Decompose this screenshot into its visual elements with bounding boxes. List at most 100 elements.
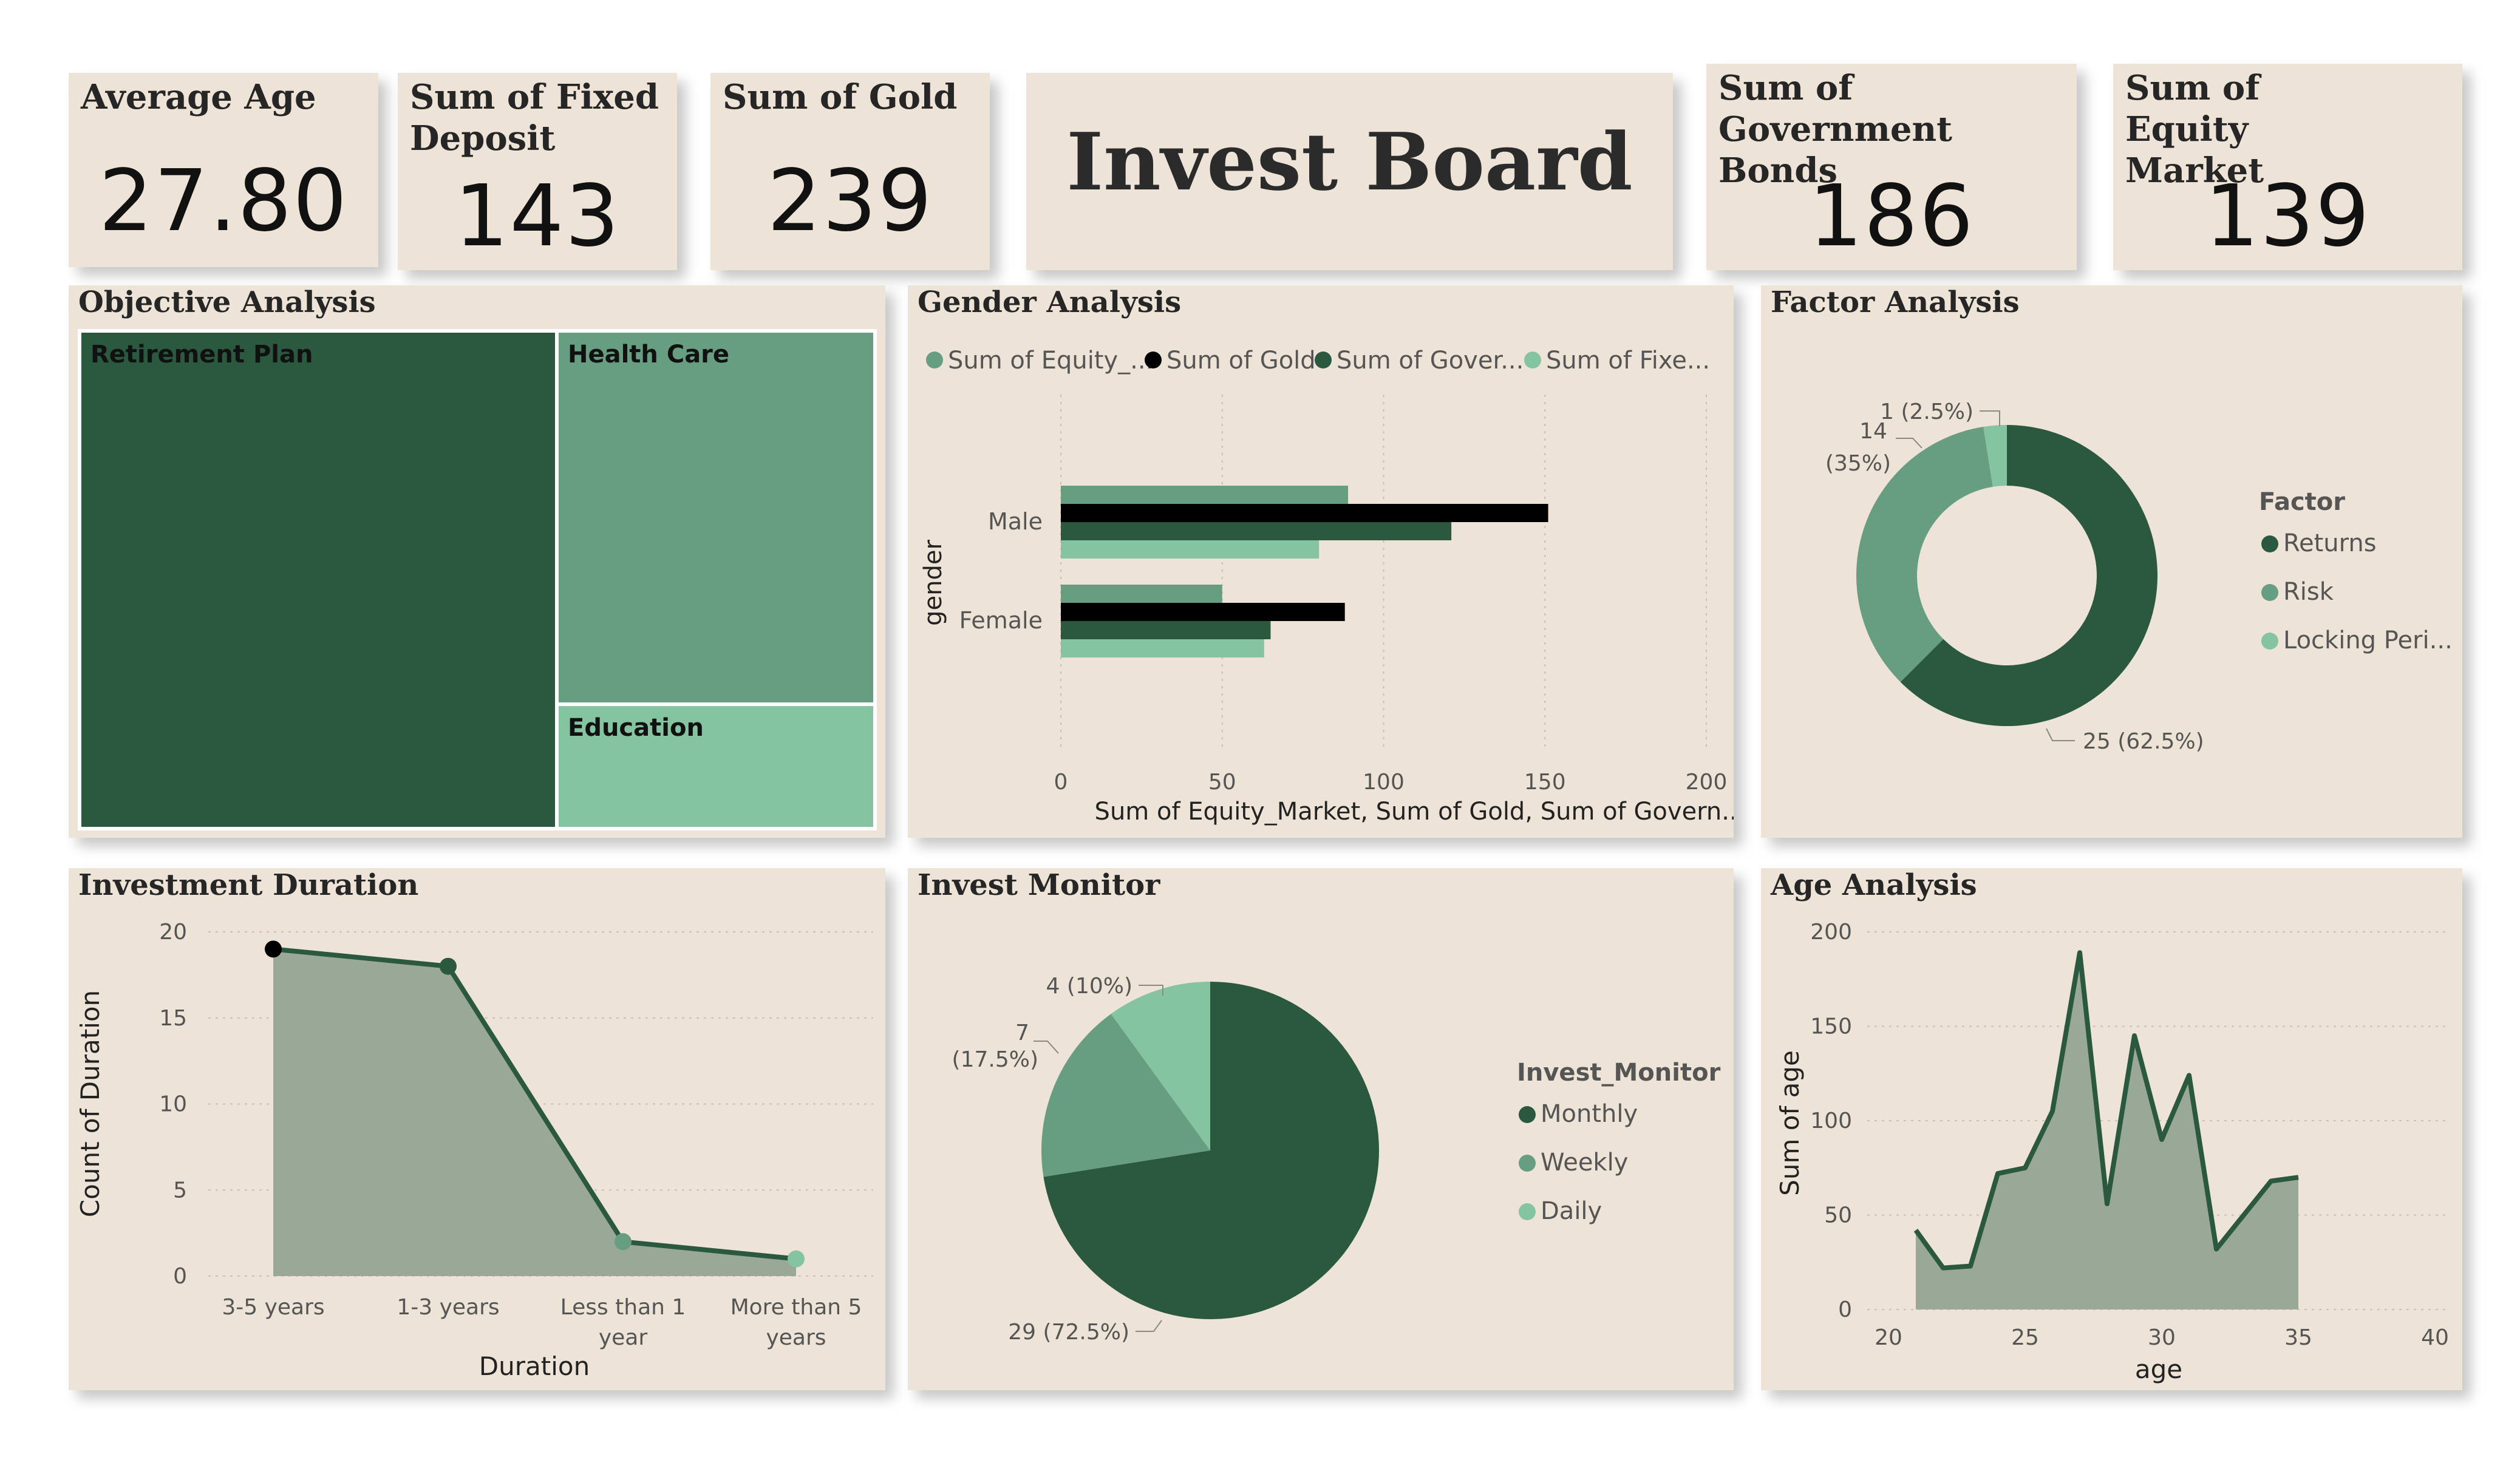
legend-label: Locking Peri... — [2283, 627, 2453, 654]
objective-analysis-panel: Objective Analysis Retirement Plan Health… — [69, 285, 885, 838]
y-axis-title: Count of Duration — [75, 990, 105, 1217]
factor-donut-chart: 25 (62.5%) 14 (35%) 1 (2.5%) Factor Returns Ri… — [1825, 399, 2453, 754]
kpi-card-fixed-deposit: Sum of Fixed Deposit 143 — [398, 73, 677, 270]
leader-line — [1136, 1320, 1162, 1332]
legend-title: Factor — [2259, 488, 2345, 516]
series-line — [1913, 950, 2299, 1271]
x-tick-label: 150 — [1524, 770, 1566, 795]
gender-analysis-panel: Gender Analysis Sum of Equity_... Sum of … — [908, 285, 1734, 838]
panel-title: Invest Monitor — [918, 868, 1160, 902]
legend-label: Monthly — [1541, 1100, 1638, 1128]
legend-marker — [926, 352, 943, 368]
data-point — [265, 940, 282, 958]
x-tick-label: 20 — [1875, 1325, 1902, 1350]
y-tick-label: 0 — [173, 1264, 187, 1289]
panel-title: Age Analysis — [1771, 868, 1977, 902]
data-label: 29 (72.5%) — [1008, 1320, 1129, 1345]
invest-monitor-panel: Invest Monitor 29 (72.5%) 7 (17.5%) 4 (10%)… — [908, 868, 1734, 1390]
bar — [1061, 639, 1264, 657]
leader-line — [2046, 728, 2075, 741]
gender-bar-chart: Sum of Equity_... Sum of Gold Sum of Gover… — [919, 347, 1734, 826]
legend-marker — [1519, 1203, 1536, 1220]
y-tick-label: 10 — [159, 1092, 187, 1117]
legend-marker — [1519, 1155, 1536, 1172]
kpi-label: Sum of Government Bonds — [1718, 68, 1953, 191]
legend-label: Risk — [2283, 578, 2334, 606]
y-tick-label: 15 — [159, 1006, 187, 1031]
data-point — [615, 1233, 632, 1251]
kpi-label: Sum of Gold — [723, 77, 958, 117]
y-tick-label: 0 — [1838, 1297, 1852, 1322]
x-tick-label: 100 — [1363, 770, 1405, 795]
x-axis-title: age — [2135, 1354, 2182, 1384]
legend-marker — [2261, 633, 2278, 650]
y-tick-label: 50 — [1824, 1203, 1852, 1228]
area-fill — [273, 949, 796, 1276]
treemap-tile — [78, 329, 559, 830]
data-label: (35%) — [1825, 451, 1891, 476]
y-tick-label: Male — [988, 508, 1043, 535]
bar — [1061, 486, 1349, 504]
x-tick-label: 3-5 years — [222, 1295, 324, 1320]
bar — [1061, 603, 1345, 621]
leader-line — [1980, 410, 2000, 426]
data-label: 14 — [1859, 419, 1887, 444]
panel-title: Objective Analysis — [78, 285, 376, 319]
panel-title: Investment Duration — [78, 868, 419, 902]
legend-label: Returns — [2283, 529, 2377, 557]
x-tick-label: 0 — [1054, 770, 1068, 795]
treemap-tile — [555, 329, 877, 706]
kpi-card-government-bonds: Sum of Government Bonds 186 — [1706, 64, 2077, 270]
kpi-card-gold: Sum of Gold 239 — [710, 73, 990, 270]
bar — [1061, 585, 1222, 603]
treemap-tile-label: Retirement Plan — [90, 341, 313, 368]
donut-slice — [1856, 427, 1993, 682]
data-point — [788, 1250, 805, 1268]
x-tick-label: 30 — [2148, 1325, 2176, 1350]
x-tick-label: 200 — [1686, 770, 1728, 795]
data-label: 7 — [1015, 1021, 1029, 1045]
area-fill — [1916, 953, 2298, 1309]
kpi-label: Average Age — [81, 77, 316, 117]
bar — [1061, 504, 1548, 522]
legend-label: Sum of Equity_... — [948, 347, 1153, 375]
pie-slice — [1043, 982, 1379, 1319]
donut-slice — [1900, 425, 2157, 726]
dashboard-title-card: Invest Board — [1026, 73, 1673, 270]
bar — [1061, 522, 1452, 540]
legend-marker — [1315, 352, 1332, 368]
legend-label: Sum of Fixe... — [1546, 347, 1710, 375]
leader-line — [1034, 1041, 1059, 1054]
legend-label: Sum of Gold — [1166, 347, 1316, 375]
legend-marker — [2261, 535, 2278, 552]
bar — [1061, 621, 1271, 639]
y-axis-title: gender — [919, 540, 947, 626]
x-tick-label: 40 — [2421, 1325, 2449, 1350]
x-tick-label: Less than 1 — [560, 1295, 686, 1320]
y-axis-title: Sum of age — [1775, 1050, 1805, 1196]
legend-label: Daily — [1541, 1197, 1602, 1225]
legend-label: Weekly — [1541, 1149, 1628, 1177]
y-tick-label: Female — [959, 607, 1043, 634]
y-tick-label: 20 — [159, 920, 187, 945]
leader-line — [1896, 438, 1922, 449]
legend-title: Invest_Monitor — [1517, 1059, 1721, 1087]
x-tick-label: 1-3 years — [397, 1295, 499, 1320]
kpi-value: 139 — [2204, 167, 2371, 266]
donut-slice — [1983, 425, 2007, 487]
data-label: 1 (2.5%) — [1880, 399, 1973, 424]
monitor-pie-chart: 29 (72.5%) 7(17.5%) 4 (10%) Invest_Monitor M… — [952, 974, 1721, 1345]
kpi-label: Sum of Equity Market — [2125, 68, 2264, 191]
kpi-value: 143 — [454, 167, 621, 266]
kpi-value: 186 — [1808, 167, 1975, 266]
treemap-tile-label: Education — [568, 714, 704, 742]
x-tick-label: 35 — [2284, 1325, 2312, 1350]
x-tick-label: 50 — [1208, 770, 1236, 795]
age-analysis-panel: Age Analysis 0 50 100 150 200 20 25 30 35 40 age Su… — [1761, 868, 2462, 1390]
data-point — [440, 957, 457, 975]
legend-marker — [1524, 352, 1541, 368]
series-line — [273, 946, 797, 1262]
data-label: 25 (62.5%) — [2083, 729, 2204, 754]
y-tick-label: 200 — [1810, 920, 1852, 945]
dashboard-title: Invest Board — [1066, 115, 1633, 208]
